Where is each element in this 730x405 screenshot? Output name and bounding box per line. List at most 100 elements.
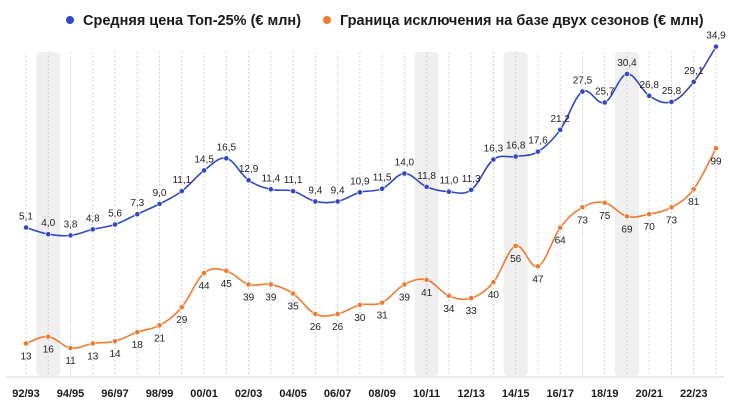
exclusion-threshold-point-15-16	[535, 263, 541, 270]
top25-price-data-label-15-16: 17,6	[528, 136, 548, 147]
top25-price-point-99-00	[178, 188, 185, 195]
top25-price-point-92-93	[23, 224, 29, 231]
exclusion-threshold-data-label-19-20: 69	[621, 224, 633, 235]
top25-price-data-label-23-24: 34,9	[706, 31, 726, 42]
top25-price-point-06-07	[334, 198, 341, 205]
top25-price-data-label-04-05: 11,1	[284, 175, 303, 186]
exclusion-threshold-point-96-97	[112, 338, 118, 345]
top25-price-point-01-02	[223, 155, 230, 162]
exclusion-threshold-point-13-14	[490, 279, 497, 286]
top25-price-data-label-92-93: 5,1	[19, 212, 33, 223]
exclusion-threshold-point-95-96	[89, 340, 96, 347]
x-tick-label-96-97: 96/97	[101, 388, 129, 400]
exclusion-threshold-data-label-97-98: 18	[132, 340, 144, 351]
exclusion-threshold-data-label-96-97: 14	[109, 349, 121, 360]
exclusion-threshold-data-label-94-95: 11	[65, 356, 76, 367]
exclusion-threshold-point-11-12	[446, 292, 452, 299]
shaded-season-93-94	[36, 52, 61, 376]
top25-price-data-label-96-97: 5,6	[108, 209, 122, 220]
top25-price-point-02-03	[245, 177, 252, 184]
top25-price-point-07-08	[356, 189, 363, 196]
top25-price-point-20-21	[646, 92, 653, 99]
x-tick-label-06-07: 06/07	[324, 388, 352, 400]
top25-price-data-label-21-22: 25,8	[662, 86, 682, 97]
exclusion-threshold-point-92-93	[23, 340, 29, 347]
top25-price-data-label-19-20: 30,4	[617, 58, 637, 69]
top25-price-point-15-16	[535, 148, 541, 155]
top25-price-point-10-11	[423, 183, 430, 190]
exclusion-threshold-point-20-21	[646, 211, 653, 217]
exclusion-threshold-point-94-95	[67, 345, 74, 351]
top25-price-data-label-08-09: 11,5	[373, 173, 392, 184]
exclusion-threshold-data-label-04-05: 35	[288, 302, 300, 313]
exclusion-threshold-data-label-98-99: 21	[154, 333, 166, 344]
exclusion-threshold-data-label-22-23: 81	[688, 197, 700, 208]
exclusion-threshold-point-99-00	[178, 304, 185, 311]
legend-marker-orange-icon	[323, 16, 331, 24]
top25-price-point-98-99	[156, 200, 163, 207]
exclusion-threshold-point-14-15	[512, 242, 519, 249]
top25-price-data-label-99-00: 11,1	[172, 175, 191, 186]
legend-item-exclusion-threshold: Граница исключения на базе двух сезонов …	[323, 13, 704, 29]
x-tick-label-98-99: 98/99	[146, 388, 174, 400]
top25-price-data-label-06-07: 9,4	[331, 185, 345, 196]
top25-price-data-label-01-02: 16,5	[217, 142, 237, 153]
exclusion-threshold-data-label-01-02: 45	[221, 279, 233, 290]
top25-price-point-94-95	[67, 232, 74, 239]
top25-price-point-00-01	[201, 167, 207, 174]
top25-price-data-label-12-13: 11,3	[462, 174, 481, 185]
top25-price-data-label-09-10: 14,0	[395, 158, 415, 169]
legend-label-top25-price: Средняя цена Топ-25% (€ млн)	[83, 13, 302, 29]
x-tick-label-02-03: 02/03	[235, 388, 263, 400]
top25-price-data-label-95-96: 4,8	[86, 213, 100, 224]
exclusion-threshold-data-label-21-22: 73	[666, 215, 678, 226]
exclusion-threshold-point-22-23	[690, 186, 697, 193]
top25-price-point-19-20	[624, 71, 630, 77]
x-tick-label-22-23: 22/23	[680, 388, 708, 400]
exclusion-threshold-point-02-03	[245, 281, 252, 288]
exclusion-threshold-data-label-95-96: 13	[87, 351, 99, 362]
top25-price-point-17-18	[579, 88, 586, 95]
x-tick-label-08-09: 08/09	[368, 388, 396, 400]
exclusion-threshold-data-label-05-06: 26	[310, 322, 322, 333]
top25-price-data-label-22-23: 29,1	[684, 66, 704, 77]
top25-price-point-08-09	[379, 185, 386, 192]
exclusion-threshold-point-06-07	[334, 311, 341, 317]
top25-price-point-11-12	[446, 188, 452, 195]
exclusion-threshold-point-03-04	[267, 281, 274, 288]
top25-price-point-03-04	[267, 186, 274, 193]
top25-price-point-12-13	[468, 187, 475, 193]
exclusion-threshold-data-label-06-07: 26	[332, 322, 344, 333]
top25-price-point-18-19	[601, 99, 608, 106]
chart-legend: Средняя цена Топ-25% (€ млн) Граница иск…	[0, 9, 730, 33]
exclusion-threshold-data-label-13-14: 40	[488, 290, 500, 301]
top25-price-point-96-97	[112, 221, 118, 228]
exclusion-threshold-point-08-09	[379, 299, 386, 306]
exclusion-threshold-point-16-17	[557, 224, 564, 231]
exclusion-threshold-point-23-24	[713, 145, 719, 152]
top25-price-data-label-07-08: 10,9	[350, 176, 370, 187]
exclusion-threshold-point-05-06	[312, 311, 319, 317]
top25-price-data-label-20-21: 26,8	[639, 80, 659, 91]
top25-price-data-label-17-18: 27,5	[573, 76, 593, 87]
exclusion-threshold-point-07-08	[356, 301, 363, 308]
exclusion-threshold-point-09-10	[401, 281, 408, 288]
exclusion-threshold-data-label-10-11: 41	[421, 288, 433, 299]
exclusion-threshold-data-label-23-24: 99	[710, 156, 722, 167]
exclusion-threshold-point-04-05	[290, 290, 296, 297]
x-tick-label-04-05: 04/05	[279, 388, 307, 400]
exclusion-threshold-point-17-18	[579, 204, 586, 211]
top25-price-data-label-16-17: 21,2	[550, 114, 570, 125]
exclusion-threshold-point-93-94	[45, 333, 52, 340]
x-tick-label-94-95: 94/95	[57, 388, 85, 400]
exclusion-threshold-point-00-01	[201, 270, 207, 277]
top25-price-data-label-98-99: 9,0	[153, 188, 167, 199]
top25-price-point-95-96	[89, 226, 96, 233]
x-tick-label-92-93: 92/93	[12, 388, 40, 400]
top25-price-point-22-23	[690, 78, 697, 85]
top25-price-point-23-24	[713, 43, 719, 50]
exclusion-threshold-data-label-03-04: 39	[265, 292, 277, 303]
top25-price-data-label-94-95: 3,8	[64, 219, 78, 230]
legend-marker-blue-icon	[66, 16, 74, 24]
